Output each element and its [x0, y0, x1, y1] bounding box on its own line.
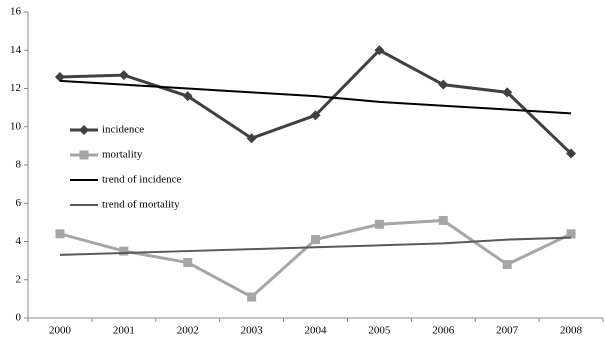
series-line — [59, 79, 572, 115]
marker — [438, 79, 449, 90]
marker — [79, 125, 89, 135]
marker — [54, 72, 65, 83]
legend-label: mortality — [102, 149, 143, 161]
marker — [374, 45, 385, 56]
y-tick-label: 4 — [16, 235, 22, 247]
marker — [55, 229, 65, 239]
marker — [438, 215, 448, 225]
x-tick-label: 2005 — [368, 325, 391, 337]
marker — [118, 70, 129, 81]
x-tick-label: 2007 — [496, 325, 519, 337]
marker — [246, 133, 257, 144]
legend-label: incidence — [102, 124, 144, 136]
marker — [566, 148, 577, 159]
marker — [79, 150, 89, 160]
x-tick-label: 2002 — [177, 325, 199, 337]
marker — [311, 235, 320, 245]
y-tick-label: 12 — [10, 82, 21, 94]
marker — [183, 258, 193, 268]
x-tick-label: 2004 — [305, 325, 328, 337]
y-tick-label: 0 — [16, 312, 22, 324]
series-line — [59, 236, 572, 256]
legend-label: trend of mortality — [102, 199, 180, 211]
legend-label: trend of incidence — [102, 174, 182, 186]
y-tick-label: 8 — [16, 159, 22, 171]
x-tick-label: 2006 — [432, 325, 455, 337]
marker — [566, 229, 576, 239]
marker — [182, 91, 193, 102]
y-tick-label: 10 — [10, 120, 22, 132]
marker — [119, 246, 129, 256]
series-line — [59, 48, 573, 155]
y-tick-label: 6 — [16, 197, 22, 209]
y-tick-label: 14 — [10, 44, 22, 56]
x-tick-label: 2001 — [113, 325, 135, 337]
x-tick-label: 2008 — [560, 325, 583, 337]
series-line — [59, 218, 572, 299]
y-tick-label: 16 — [10, 6, 22, 18]
y-tick-label: 2 — [16, 273, 22, 285]
marker — [247, 292, 257, 302]
marker — [502, 259, 512, 269]
marker — [310, 110, 321, 121]
marker — [374, 219, 384, 229]
x-tick-label: 2000 — [49, 325, 72, 337]
marker — [502, 87, 513, 98]
x-tick-label: 2003 — [241, 325, 264, 337]
